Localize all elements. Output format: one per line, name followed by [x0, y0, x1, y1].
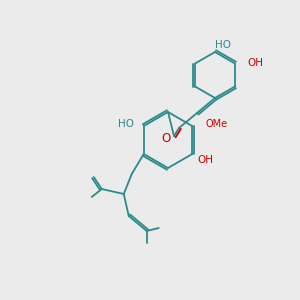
Text: O: O	[161, 133, 171, 146]
Text: OH: OH	[197, 155, 213, 165]
Text: HO: HO	[215, 40, 231, 50]
Text: HO: HO	[118, 119, 134, 129]
Text: OMe: OMe	[205, 119, 227, 129]
Text: OH: OH	[247, 58, 263, 68]
